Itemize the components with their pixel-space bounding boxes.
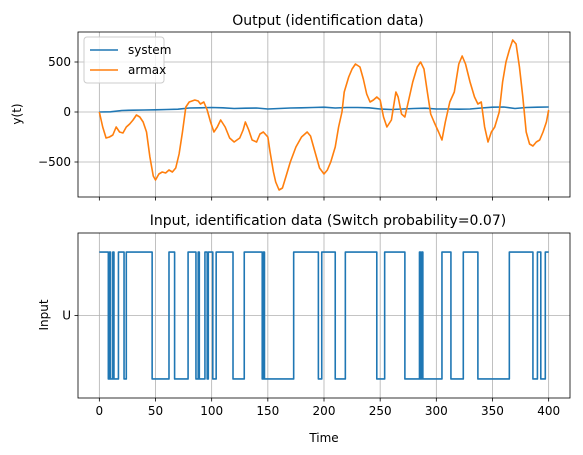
x-tick-label: 0 <box>96 404 104 418</box>
series-line-input <box>99 251 549 380</box>
x-tick-label: 100 <box>200 404 223 418</box>
output-series-lines <box>98 39 550 191</box>
output-legend: system armax <box>83 36 171 84</box>
series-line-system <box>99 106 549 113</box>
x-tick-label: 150 <box>256 404 279 418</box>
output-ylabel: y(t) <box>10 103 24 124</box>
x-tick-label: 250 <box>369 404 392 418</box>
output-plot-title: Output (identification data) <box>232 13 424 29</box>
input-xlabel: Time <box>308 431 338 445</box>
input-series-lines <box>99 251 549 380</box>
x-tick-label: 50 <box>148 404 163 418</box>
input-plot-title: Input, identification data (Switch proba… <box>150 213 506 229</box>
y-tick-label: −500 <box>38 155 71 169</box>
legend-label-system: system <box>128 43 171 57</box>
output-subplot: Output (identification data) −500 0 500 y(… <box>10 13 571 201</box>
x-tick-label: 350 <box>481 404 504 418</box>
x-tick-label: 300 <box>425 404 448 418</box>
input-ylabel: Input <box>37 299 51 330</box>
y-tick-label: U <box>62 309 71 323</box>
x-tick-label: 200 <box>313 404 336 418</box>
input-grid <box>78 233 570 398</box>
series-line-armax <box>98 39 550 191</box>
input-ticks: 0 50 100 150 200 250 300 350 400 U <box>62 309 560 419</box>
output-ticks: −500 0 500 <box>38 55 550 201</box>
y-tick-label: 0 <box>63 105 71 119</box>
input-subplot: Input, identification data (Switch proba… <box>37 213 571 445</box>
legend-label-armax: armax <box>128 63 166 77</box>
x-tick-label: 400 <box>537 404 560 418</box>
legend-box <box>83 36 165 84</box>
y-tick-label: 500 <box>48 55 71 69</box>
